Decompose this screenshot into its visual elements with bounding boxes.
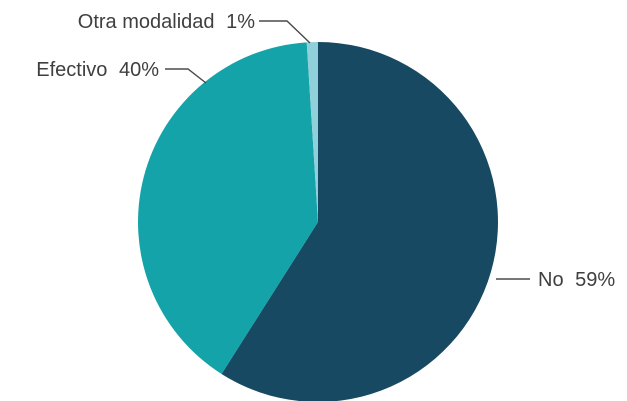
- pie-slice-no: [221, 42, 498, 401]
- label-group-efectivo: Efectivo 40%: [36, 59, 207, 84]
- pie-slices: [138, 42, 498, 401]
- slice-label-efectivo: Efectivo: [36, 59, 107, 81]
- slice-value-otra: 1%: [226, 11, 255, 33]
- leader-line-efectivo: [165, 68, 207, 84]
- leader-line-otra: [259, 20, 311, 44]
- slice-value-efectivo: 40%: [119, 59, 159, 81]
- label-group-no: No 59%: [496, 269, 615, 291]
- pie-slice-efectivo: [138, 42, 318, 374]
- label-group-otra: Otra modalidad 1%: [78, 11, 311, 44]
- pie-slice-otra: [306, 42, 318, 222]
- data-label-efectivo: Efectivo 40%: [36, 59, 159, 81]
- slice-label-no: No: [538, 269, 564, 291]
- data-label-no: No 59%: [538, 269, 615, 291]
- slice-value-no: 59%: [575, 269, 615, 291]
- data-label-otra: Otra modalidad 1%: [78, 11, 255, 33]
- slice-label-otra: Otra modalidad: [78, 11, 215, 33]
